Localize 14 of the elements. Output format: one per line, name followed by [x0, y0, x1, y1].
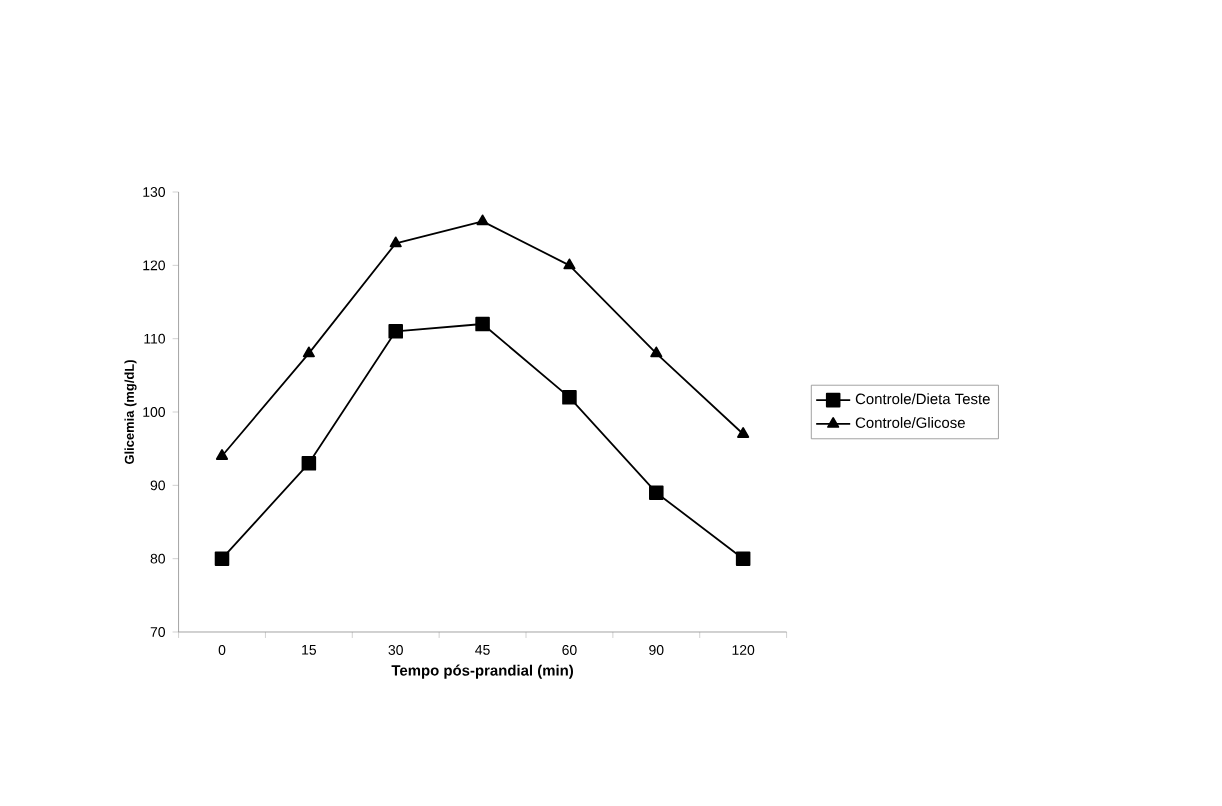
point — [214, 551, 230, 566]
point — [215, 449, 229, 460]
point — [562, 390, 577, 405]
point — [388, 324, 403, 339]
point — [475, 316, 490, 332]
point — [389, 236, 402, 248]
point — [735, 551, 751, 566]
point — [302, 346, 315, 358]
point — [649, 485, 664, 500]
point — [563, 258, 576, 270]
point — [301, 456, 317, 471]
point — [737, 427, 750, 438]
point — [476, 214, 489, 226]
point — [650, 346, 663, 358]
